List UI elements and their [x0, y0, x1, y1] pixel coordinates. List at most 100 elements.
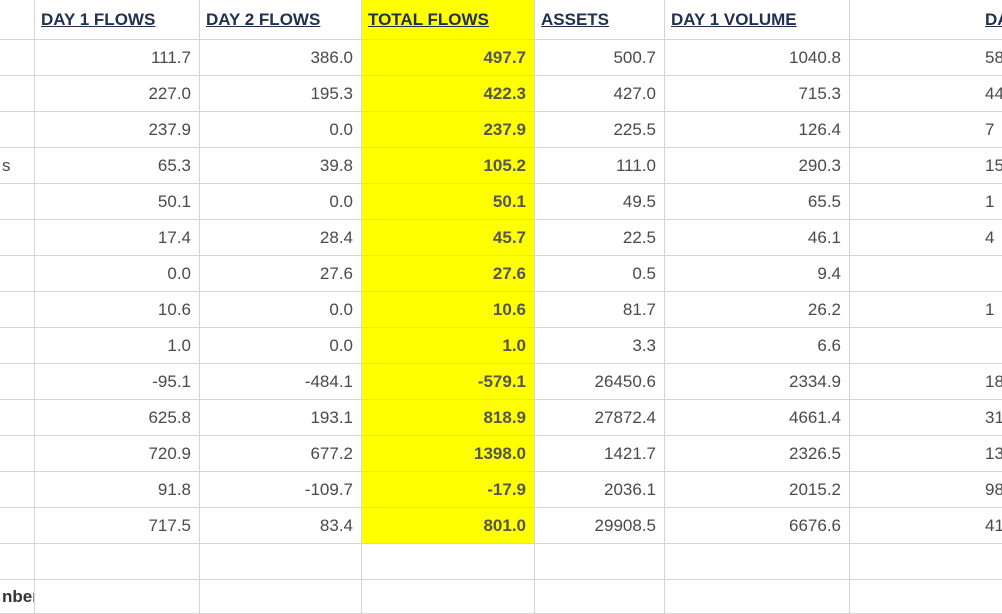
- data-cell: 45.7: [362, 220, 535, 256]
- empty-cell: [35, 544, 200, 580]
- data-cell: 715.3: [665, 76, 850, 112]
- data-cell: [0, 112, 35, 148]
- data-cell: 193.1: [200, 400, 362, 436]
- empty-cell: [362, 544, 535, 580]
- data-cell: 27872.4: [535, 400, 665, 436]
- data-cell: 720.9: [35, 436, 200, 472]
- data-cell: 1: [850, 184, 1002, 220]
- data-cell: 237.9: [362, 112, 535, 148]
- data-cell: 28.4: [200, 220, 362, 256]
- data-cell: 417: [850, 508, 1002, 544]
- data-cell: -579.1: [362, 364, 535, 400]
- data-cell: 818.9: [362, 400, 535, 436]
- empty-cell: [535, 544, 665, 580]
- data-cell: 50.1: [35, 184, 200, 220]
- data-cell: 4661.4: [665, 400, 850, 436]
- data-cell: 427.0: [535, 76, 665, 112]
- data-cell: [0, 400, 35, 436]
- data-cell: [0, 328, 35, 364]
- data-cell: [0, 292, 35, 328]
- data-cell: -17.9: [362, 472, 535, 508]
- data-cell: 318: [850, 400, 1002, 436]
- data-cell: -95.1: [35, 364, 200, 400]
- data-cell: 6.6: [665, 328, 850, 364]
- data-cell: 58: [850, 40, 1002, 76]
- header-cell: [0, 0, 35, 40]
- column-header: TOTAL FLOWS: [362, 0, 535, 40]
- empty-cell: [850, 544, 1002, 580]
- empty-cell: [35, 580, 200, 614]
- data-cell: s: [0, 148, 35, 184]
- data-cell: 195.3: [200, 76, 362, 112]
- data-cell: 22.5: [535, 220, 665, 256]
- data-cell: [0, 436, 35, 472]
- data-cell: 500.7: [535, 40, 665, 76]
- data-cell: 27.6: [200, 256, 362, 292]
- data-cell: 81.7: [535, 292, 665, 328]
- data-cell: 0.0: [200, 292, 362, 328]
- data-cell: 27.6: [362, 256, 535, 292]
- data-cell: 225.5: [535, 112, 665, 148]
- empty-cell: [0, 544, 35, 580]
- data-cell: [850, 328, 1002, 364]
- data-cell: 15: [850, 148, 1002, 184]
- empty-cell: [665, 544, 850, 580]
- data-cell: 0.0: [200, 184, 362, 220]
- data-cell: 2036.1: [535, 472, 665, 508]
- data-cell: 290.3: [665, 148, 850, 184]
- data-cell: 44: [850, 76, 1002, 112]
- data-cell: [850, 256, 1002, 292]
- empty-cell: [200, 580, 362, 614]
- column-header: ASSETS: [535, 0, 665, 40]
- data-cell: 2015.2: [665, 472, 850, 508]
- data-cell: 0.0: [200, 112, 362, 148]
- data-cell: 1421.7: [535, 436, 665, 472]
- data-cell: [0, 184, 35, 220]
- data-cell: [0, 40, 35, 76]
- footer-label: nberg: [0, 580, 35, 614]
- data-cell: 111.7: [35, 40, 200, 76]
- empty-cell: [535, 580, 665, 614]
- data-cell: 10.6: [35, 292, 200, 328]
- data-cell: 9.4: [665, 256, 850, 292]
- empty-cell: [200, 544, 362, 580]
- data-cell: 1.0: [35, 328, 200, 364]
- column-header: DAY 1 VOLUME: [665, 0, 850, 40]
- data-cell: 183: [850, 364, 1002, 400]
- empty-cell: [665, 580, 850, 614]
- data-cell: 26.2: [665, 292, 850, 328]
- data-cell: 625.8: [35, 400, 200, 436]
- data-cell: 0.0: [200, 328, 362, 364]
- data-cell: 801.0: [362, 508, 535, 544]
- data-cell: 1040.8: [665, 40, 850, 76]
- data-cell: 134: [850, 436, 1002, 472]
- data-cell: 10.6: [362, 292, 535, 328]
- data-cell: [0, 364, 35, 400]
- data-cell: 677.2: [200, 436, 362, 472]
- data-cell: 237.9: [35, 112, 200, 148]
- data-cell: [0, 256, 35, 292]
- data-cell: 105.2: [362, 148, 535, 184]
- data-cell: 0.0: [35, 256, 200, 292]
- data-cell: [0, 220, 35, 256]
- column-header: DAY 2 VOLUM: [850, 0, 1002, 40]
- data-cell: 2334.9: [665, 364, 850, 400]
- data-cell: 65.3: [35, 148, 200, 184]
- data-cell: 39.8: [200, 148, 362, 184]
- data-cell: 422.3: [362, 76, 535, 112]
- data-cell: 497.7: [362, 40, 535, 76]
- data-cell: 1: [850, 292, 1002, 328]
- data-cell: 46.1: [665, 220, 850, 256]
- data-cell: 0.5: [535, 256, 665, 292]
- data-cell: 1.0: [362, 328, 535, 364]
- data-cell: 227.0: [35, 76, 200, 112]
- column-header: DAY 2 FLOWS: [200, 0, 362, 40]
- data-cell: [0, 76, 35, 112]
- data-cell: -484.1: [200, 364, 362, 400]
- empty-cell: [362, 580, 535, 614]
- data-cell: 6676.6: [665, 508, 850, 544]
- data-cell: 17.4: [35, 220, 200, 256]
- data-cell: 49.5: [535, 184, 665, 220]
